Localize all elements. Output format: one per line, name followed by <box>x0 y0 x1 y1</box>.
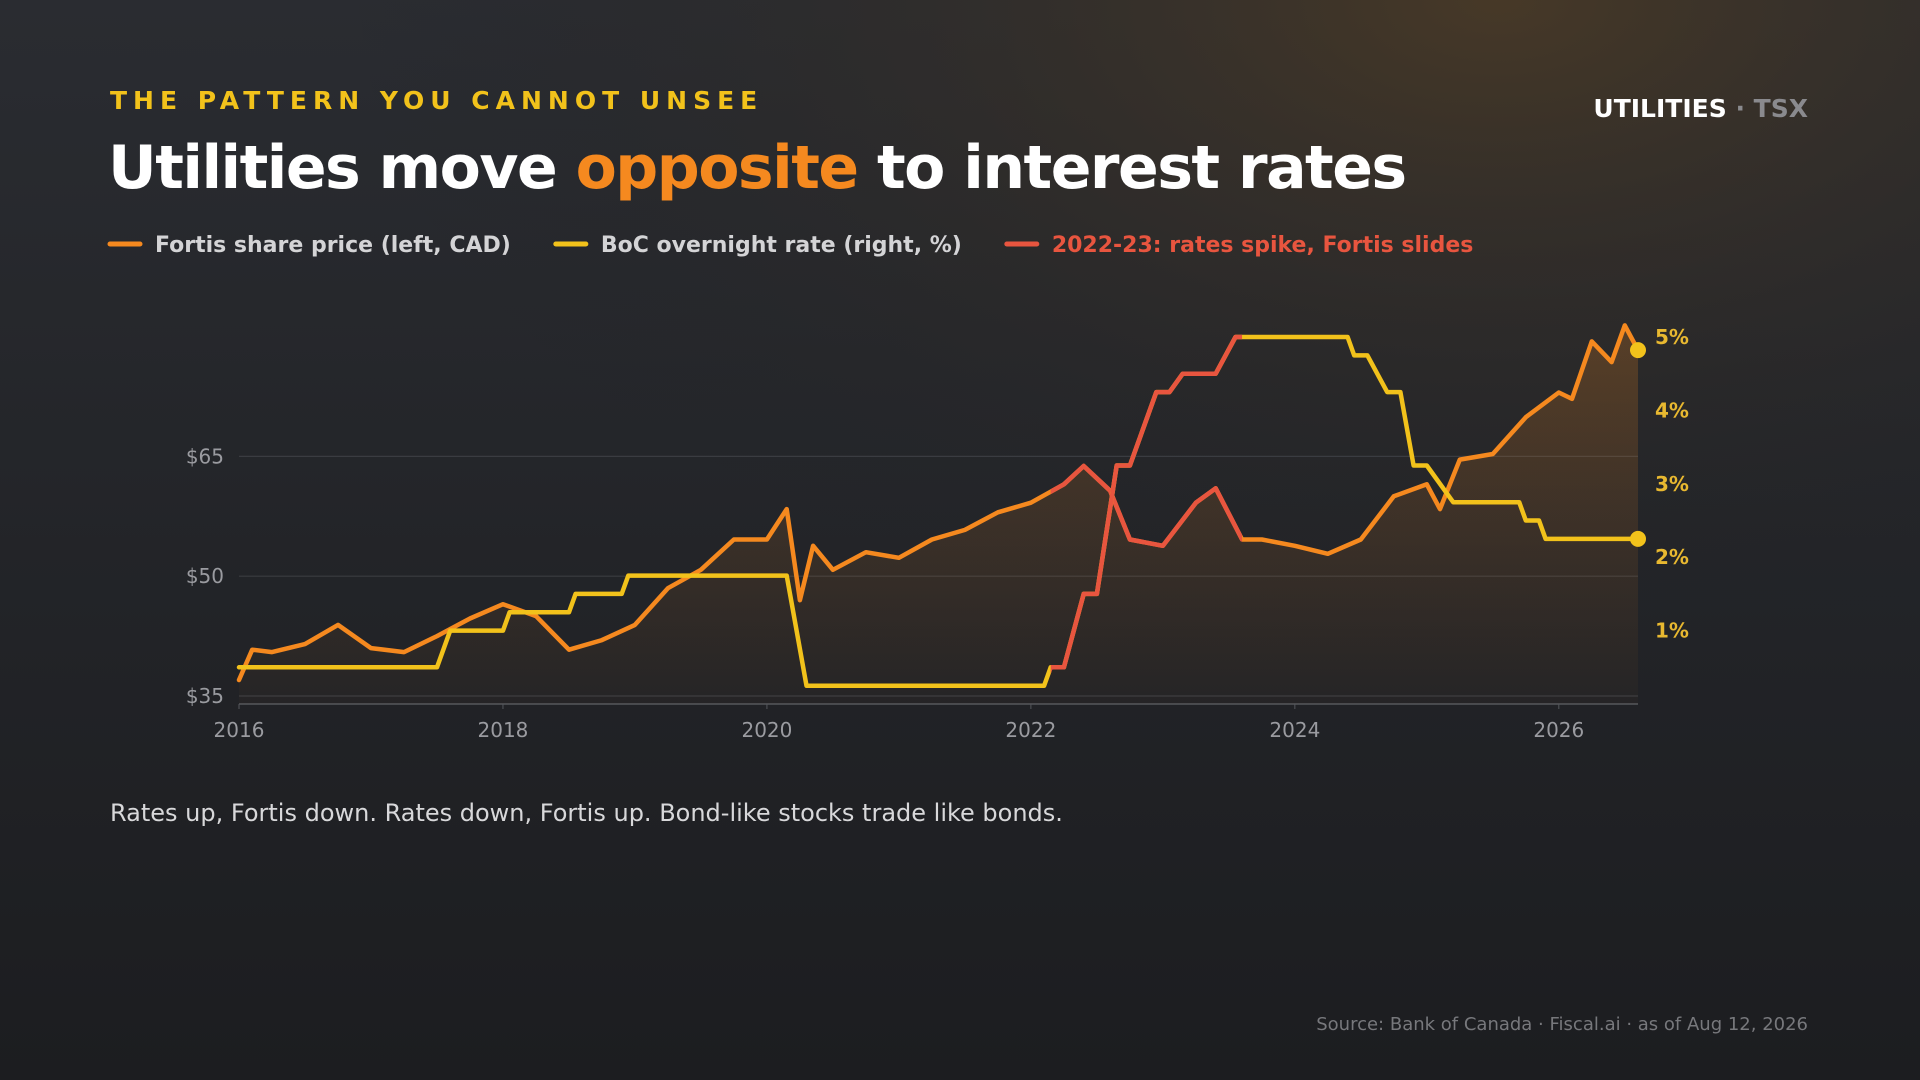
y2-tick-label: 5% <box>1655 325 1689 349</box>
kicker: THE PATTERN YOU CANNOT UNSEE <box>110 86 763 115</box>
badge-separator: · <box>1735 94 1745 123</box>
legend-label: 2022-23: rates spike, Fortis slides <box>1052 233 1474 258</box>
plot: $35 $50 $65 1% 2% 3% 4% 5% 2016 2018 2020 2022 2024 2… <box>186 323 1689 742</box>
x-tick-label: 2024 <box>1269 718 1320 742</box>
source: Source: Bank of Canada · Fiscal.ai · as … <box>1316 1014 1808 1035</box>
badge-secondary: TSX <box>1754 94 1808 123</box>
title-part: Utilities move <box>108 133 576 203</box>
legend-label: Fortis share price (left, CAD) <box>155 233 511 258</box>
end-dot <box>1630 342 1646 359</box>
line <box>236 323 1641 683</box>
title-highlight: opposite <box>576 133 858 203</box>
caption: Rates up, Fortis down. Rates down, Forti… <box>110 799 1063 827</box>
y2-tick-label: 3% <box>1655 472 1689 496</box>
x-tick-label: 2022 <box>1005 718 1056 742</box>
y2-tick-label: 4% <box>1655 398 1689 422</box>
chart-title: Utilities move opposite to interest rate… <box>108 133 1406 203</box>
legend-label: BoC overnight rate (right, %) <box>601 233 962 258</box>
legend: Fortis share price (left, CAD) BoC overni… <box>107 233 1474 258</box>
highlight-segment <box>1050 334 1243 675</box>
x-tick-label: 2016 <box>214 718 265 742</box>
y2-tick-label: 1% <box>1655 619 1689 643</box>
badge: UTILITIES · TSX <box>1593 94 1808 123</box>
area <box>239 325 1638 704</box>
x-tick-label: 2026 <box>1533 718 1584 742</box>
badge-primary: UTILITIES <box>1593 94 1726 123</box>
title-part: to interest rates <box>858 133 1406 203</box>
y-tick-label: $50 <box>186 564 224 588</box>
y-tick-label: $35 <box>186 684 224 708</box>
end-dot <box>1630 530 1646 547</box>
x-tick-label: 2020 <box>741 718 792 742</box>
x-tick-label: 2018 <box>478 718 529 742</box>
y2-tick-label: 2% <box>1655 545 1689 569</box>
y-tick-label: $65 <box>186 444 224 468</box>
